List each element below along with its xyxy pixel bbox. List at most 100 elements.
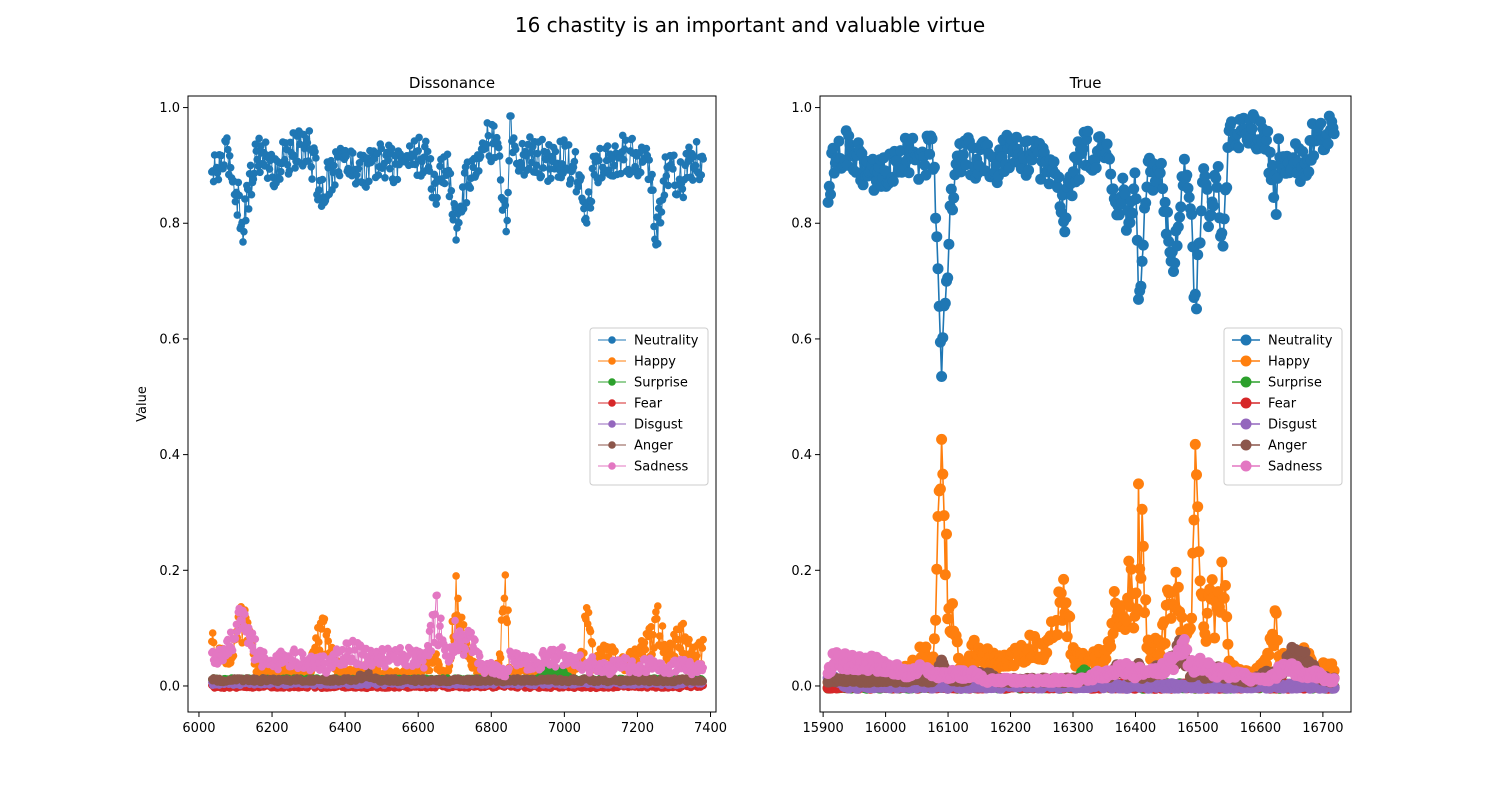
data-point <box>642 144 651 153</box>
data-point <box>320 615 329 623</box>
data-point <box>300 144 309 153</box>
data-point <box>1174 211 1186 223</box>
data-point <box>1137 540 1149 552</box>
data-point <box>699 677 707 686</box>
data-point <box>501 571 510 579</box>
data-point <box>654 239 662 248</box>
data-point <box>415 133 423 142</box>
data-point <box>692 138 701 146</box>
data-point <box>451 616 459 625</box>
data-point <box>1191 303 1202 315</box>
data-point <box>251 140 260 148</box>
data-point <box>833 135 845 147</box>
data-point <box>446 169 455 178</box>
data-point <box>664 181 672 190</box>
data-point <box>223 134 231 142</box>
data-point <box>1194 575 1206 587</box>
data-point <box>931 563 943 575</box>
data-point <box>603 142 612 150</box>
data-point <box>244 624 253 632</box>
data-point <box>1066 190 1078 202</box>
series-markers-anger <box>208 668 707 687</box>
data-point <box>460 169 469 177</box>
data-point <box>617 169 625 178</box>
data-point <box>699 635 707 644</box>
data-point <box>387 144 396 153</box>
data-point <box>365 177 373 186</box>
data-point <box>533 149 542 158</box>
data-point <box>650 222 658 231</box>
data-point <box>936 371 948 382</box>
data-point <box>224 635 232 644</box>
data-point <box>425 627 434 635</box>
data-point <box>943 238 955 250</box>
legend-marker <box>608 357 616 365</box>
data-point <box>1140 594 1152 606</box>
data-point <box>1268 192 1280 203</box>
data-point <box>926 133 938 145</box>
data-point <box>656 219 665 227</box>
data-point <box>697 171 706 179</box>
data-point <box>1163 235 1175 247</box>
data-point <box>330 161 338 170</box>
data-point <box>1189 288 1201 300</box>
data-point <box>647 623 655 631</box>
series-neutrality <box>208 112 707 249</box>
data-point <box>1192 501 1204 513</box>
data-point <box>286 138 295 147</box>
data-point <box>1170 566 1182 578</box>
data-point <box>1205 209 1217 221</box>
data-point <box>698 644 707 652</box>
data-point <box>1104 153 1115 165</box>
data-point <box>1048 156 1060 168</box>
data-point <box>699 155 707 163</box>
data-point <box>1073 174 1085 185</box>
data-point <box>566 175 575 184</box>
data-point <box>887 175 899 187</box>
data-point <box>335 171 344 180</box>
data-point <box>329 168 337 177</box>
legend-marker <box>608 399 616 407</box>
data-point <box>290 151 298 160</box>
series-markers-sadness <box>208 591 707 681</box>
data-point <box>1135 572 1147 584</box>
data-point <box>587 197 596 206</box>
data-point <box>423 641 432 650</box>
series-sadness <box>208 591 707 681</box>
data-point <box>224 145 232 154</box>
data-point <box>1192 249 1204 261</box>
data-point <box>1055 587 1067 599</box>
data-point <box>1159 638 1171 649</box>
data-point <box>220 161 228 169</box>
data-point <box>426 621 435 630</box>
data-point <box>501 201 510 210</box>
data-point <box>315 646 324 654</box>
data-point <box>1206 574 1218 586</box>
data-point <box>274 665 282 674</box>
data-point <box>692 652 701 660</box>
legend-item-sadness: Sadness <box>598 460 688 475</box>
data-point <box>673 635 682 644</box>
data-point <box>942 613 954 625</box>
legend-label: Surprise <box>634 376 688 391</box>
data-point <box>386 164 394 173</box>
data-point <box>1119 624 1131 635</box>
data-point <box>1209 632 1221 644</box>
data-point <box>1308 150 1320 162</box>
data-point <box>1189 438 1201 450</box>
data-point <box>1270 209 1282 220</box>
data-point <box>657 659 666 668</box>
data-point <box>1107 183 1119 195</box>
data-point <box>482 140 491 149</box>
data-point <box>1172 221 1184 233</box>
figure-title: 16 chastity is an important and valuable… <box>515 13 985 37</box>
y-tick-label: 0.6 <box>159 332 180 347</box>
data-point <box>558 643 566 651</box>
data-point <box>255 134 263 143</box>
data-point <box>449 216 458 224</box>
data-point <box>673 190 682 198</box>
data-point <box>1216 227 1228 239</box>
data-point <box>1113 209 1125 221</box>
data-point <box>462 199 471 207</box>
